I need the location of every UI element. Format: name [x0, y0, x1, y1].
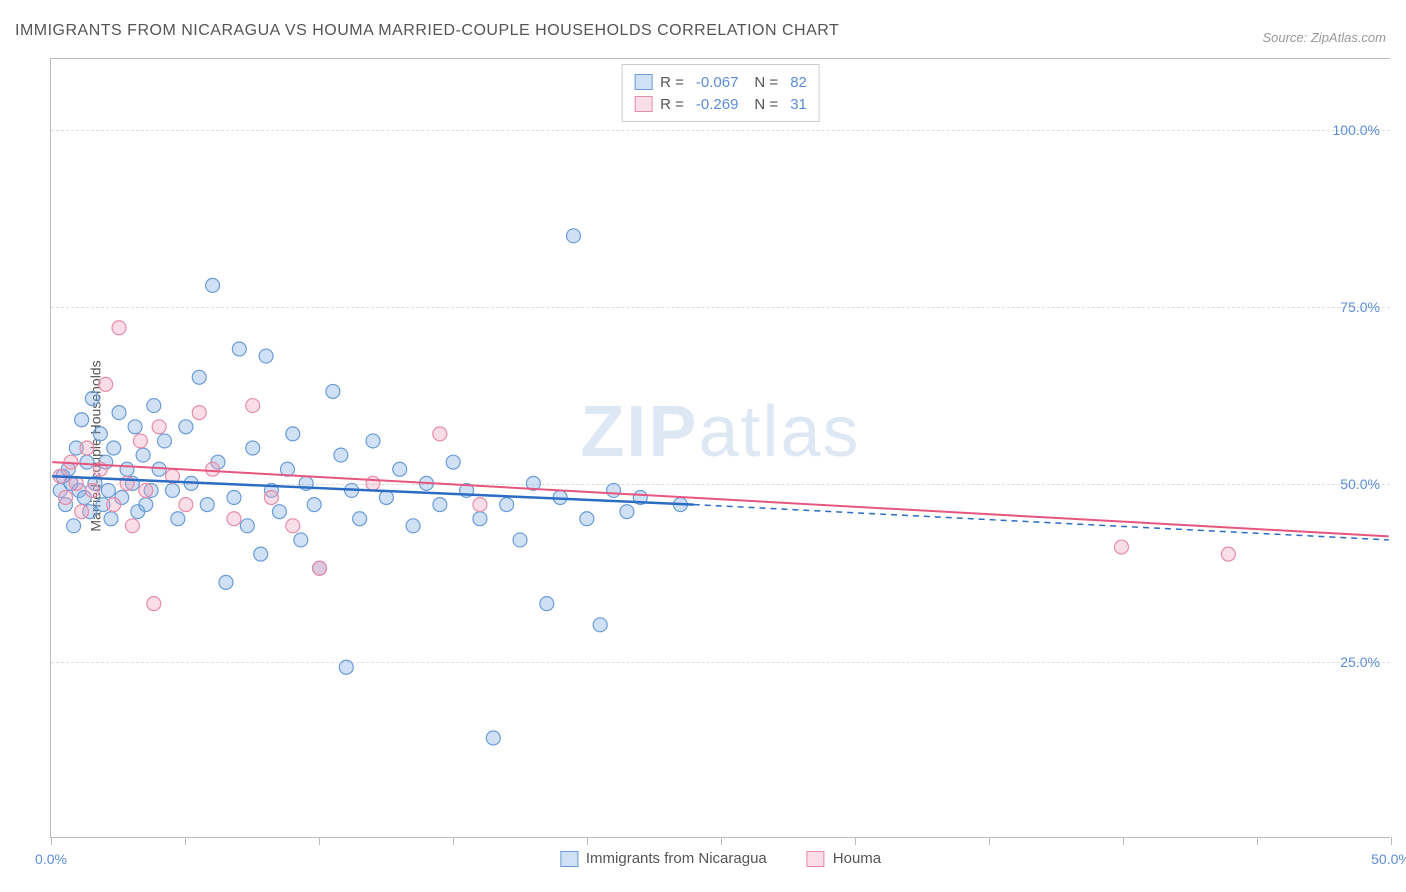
n-label: N =	[754, 96, 778, 113]
n-value-2: 31	[790, 96, 807, 113]
plot-area: 25.0%50.0%75.0%100.0% ZIPatlas R = -0.06…	[50, 58, 1390, 838]
r-label: R =	[660, 96, 684, 113]
x-tick	[51, 837, 52, 845]
source-attribution: Source: ZipAtlas.com	[1262, 30, 1386, 45]
x-tick	[721, 837, 722, 845]
x-tick	[185, 837, 186, 845]
x-tick	[1123, 837, 1124, 845]
regression-line-solid	[52, 462, 1389, 536]
legend-swatch-houma	[634, 96, 652, 112]
chart-title: IMMIGRANTS FROM NICARAGUA VS HOUMA MARRI…	[15, 22, 839, 40]
source-name: ZipAtlas.com	[1311, 30, 1386, 45]
series-name-1: Immigrants from Nicaragua	[586, 850, 767, 867]
series-name-2: Houma	[833, 850, 881, 867]
series-legend-item-1: Immigrants from Nicaragua	[560, 850, 767, 867]
legend-swatch-houma	[807, 851, 825, 867]
x-tick-label: 0.0%	[35, 851, 67, 867]
x-tick	[453, 837, 454, 845]
r-value-1: -0.067	[696, 74, 739, 91]
correlation-legend-row-2: R = -0.269 N = 31	[634, 93, 807, 115]
r-label: R =	[660, 74, 684, 91]
x-tick	[1391, 837, 1392, 845]
source-prefix: Source:	[1262, 30, 1310, 45]
correlation-legend: R = -0.067 N = 82 R = -0.269 N = 31	[621, 64, 820, 122]
chart-container: IMMIGRANTS FROM NICARAGUA VS HOUMA MARRI…	[0, 0, 1406, 892]
regression-lines-layer	[51, 59, 1390, 837]
x-tick	[989, 837, 990, 845]
correlation-legend-row-1: R = -0.067 N = 82	[634, 71, 807, 93]
regression-line-dashed	[694, 505, 1389, 540]
x-tick	[1257, 837, 1258, 845]
x-tick-label: 50.0%	[1371, 851, 1406, 867]
x-tick	[587, 837, 588, 845]
x-tick	[319, 837, 320, 845]
r-value-2: -0.269	[696, 96, 739, 113]
legend-swatch-nicaragua	[634, 74, 652, 90]
x-tick	[855, 837, 856, 845]
n-value-1: 82	[790, 74, 807, 91]
n-label: N =	[754, 74, 778, 91]
series-legend-item-2: Houma	[807, 850, 881, 867]
series-legend: Immigrants from Nicaragua Houma	[560, 850, 881, 867]
legend-swatch-nicaragua	[560, 851, 578, 867]
